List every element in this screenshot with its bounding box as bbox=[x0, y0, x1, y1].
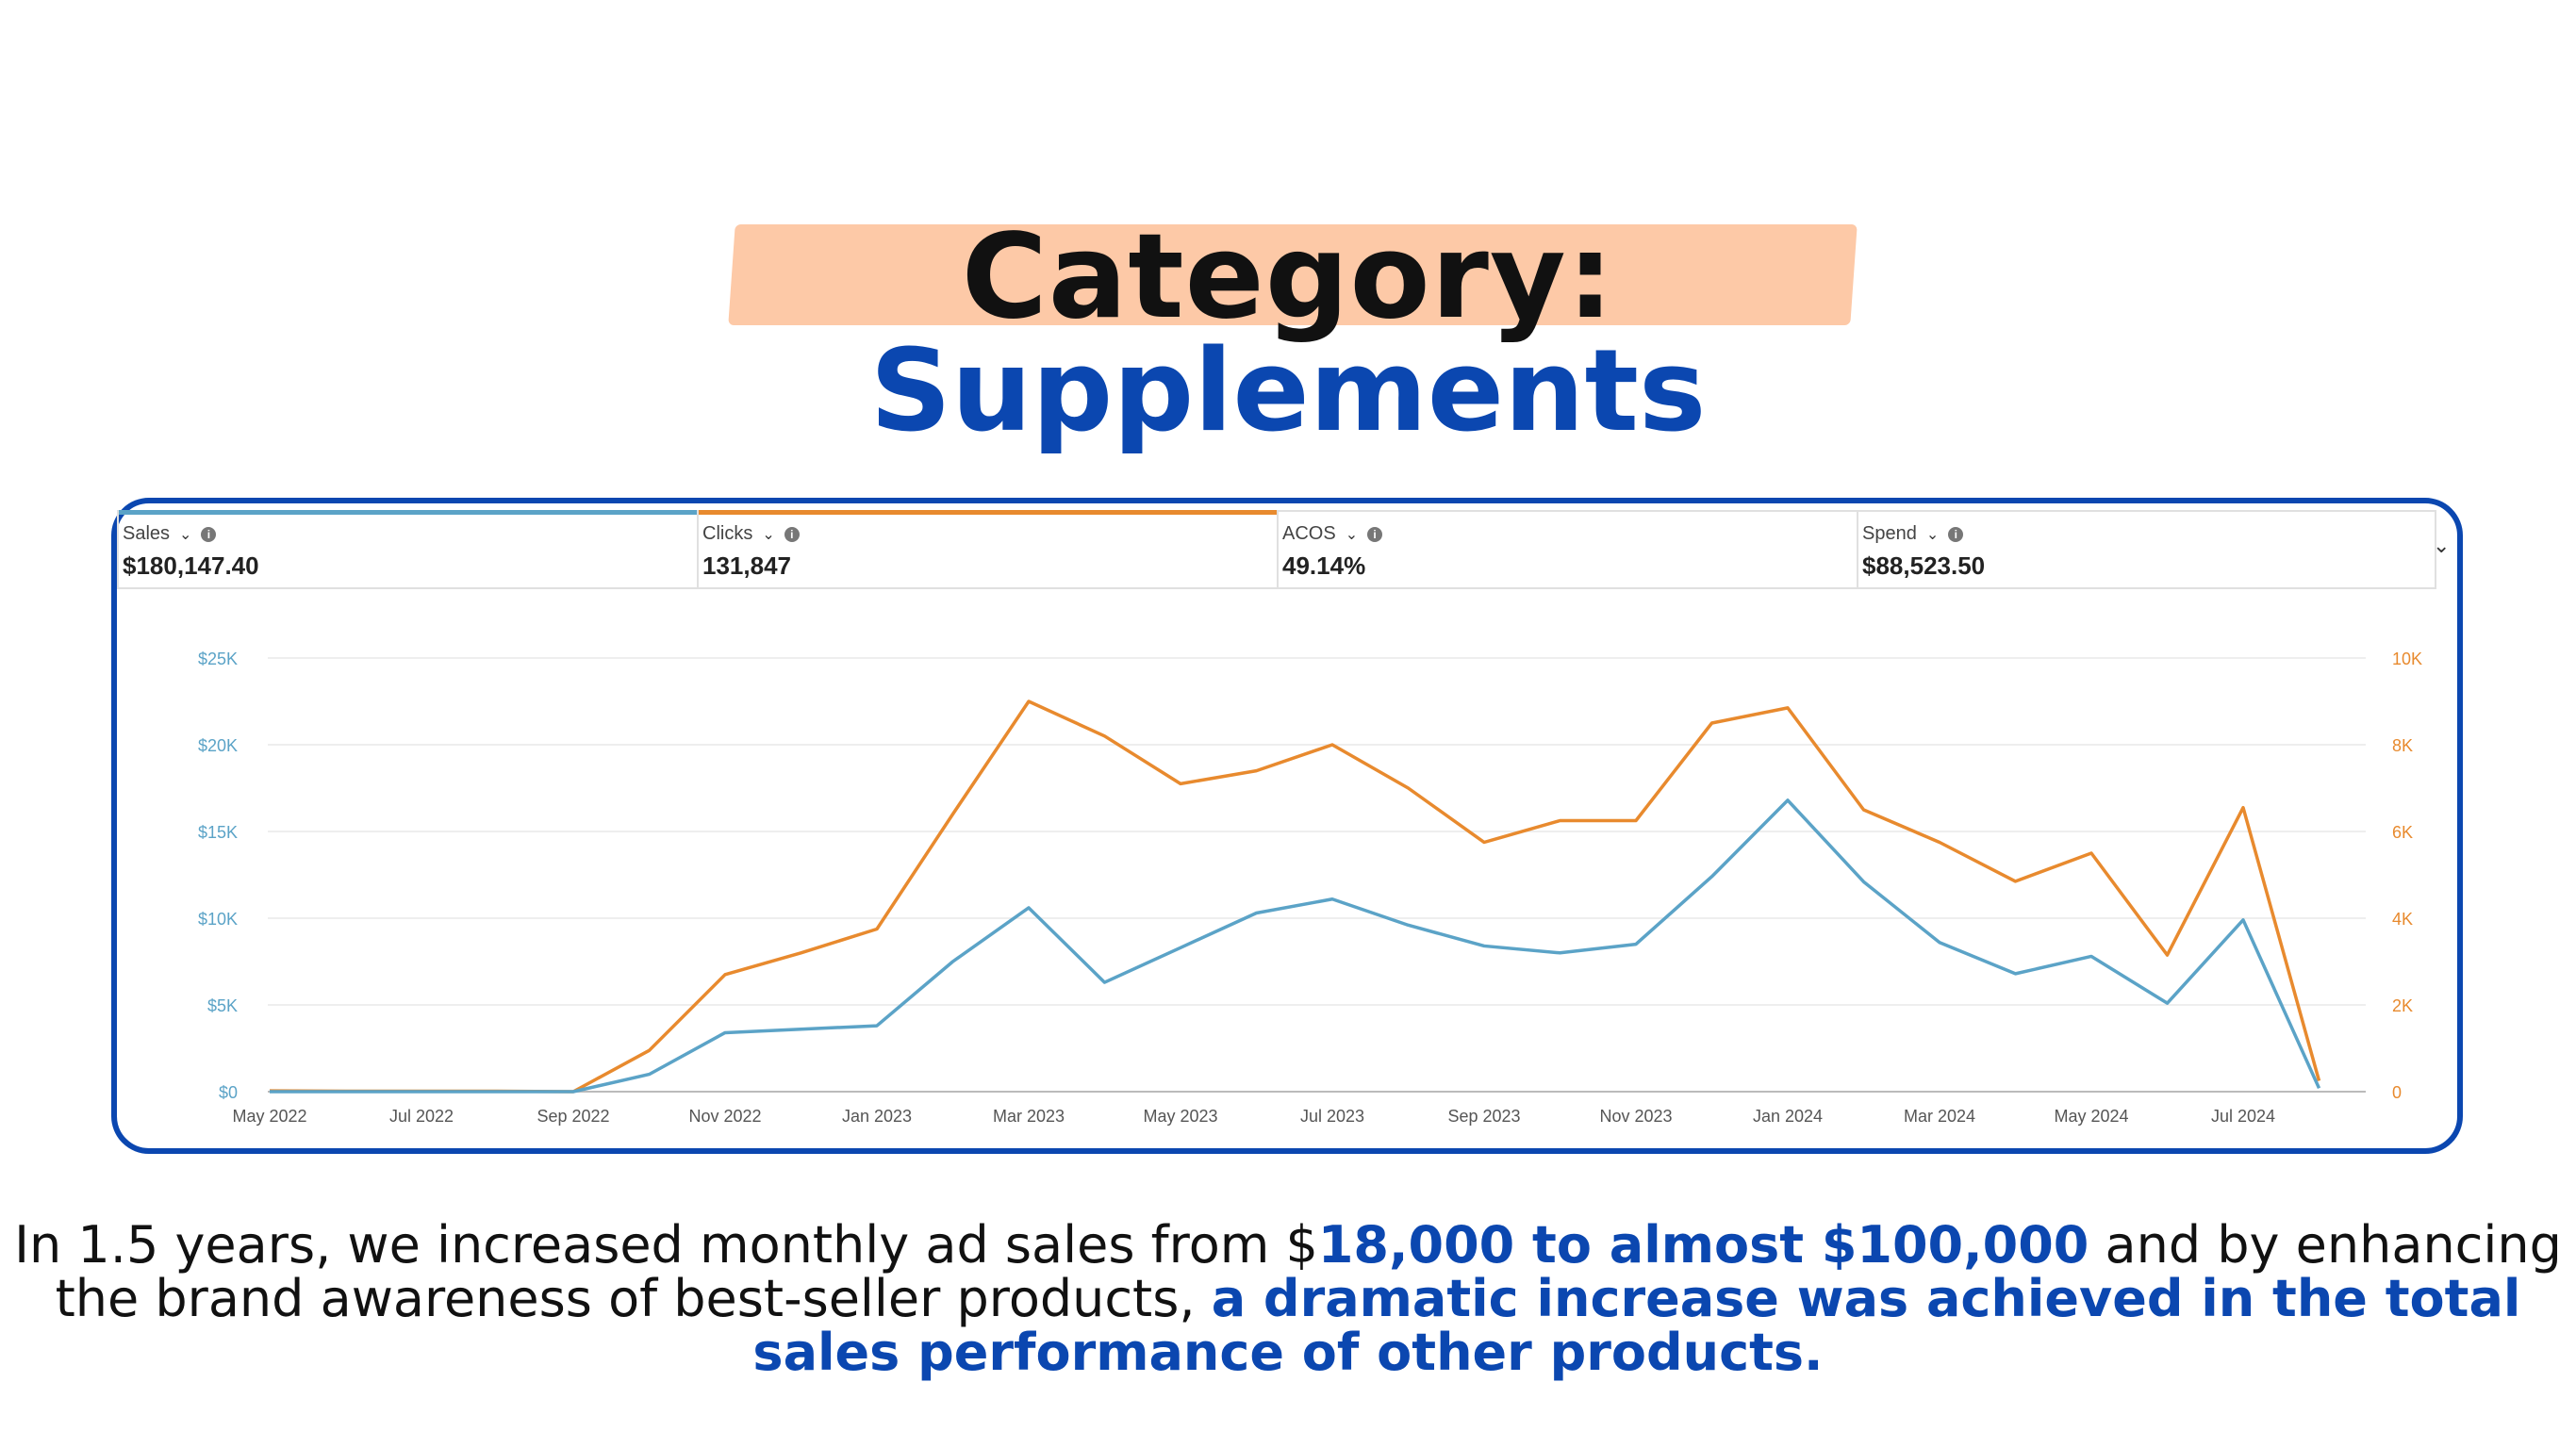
x-tick-label: Sep 2023 bbox=[1447, 1107, 1520, 1126]
info-icon[interactable]: i bbox=[1367, 526, 1383, 542]
metric-spend[interactable]: Spend ⌄ i $88,523.50 bbox=[1858, 512, 2438, 587]
y-left-tick-label: $10K bbox=[198, 910, 238, 929]
metric-spend-accent bbox=[1858, 510, 2438, 515]
chevron-down-icon[interactable]: ⌄ bbox=[1345, 526, 1359, 543]
page-subtitle: Supplements bbox=[869, 326, 1707, 457]
y-right-tick-label: 10K bbox=[2392, 650, 2422, 668]
x-tick-label: Mar 2023 bbox=[993, 1107, 1065, 1126]
x-tick-label: Jan 2024 bbox=[1753, 1107, 1823, 1126]
x-tick-label: May 2023 bbox=[1143, 1107, 1217, 1126]
x-tick-label: Mar 2024 bbox=[1904, 1107, 1975, 1126]
metric-bar: Sales ⌄ i $180,147.40 Clicks ⌄ i 131,847… bbox=[117, 510, 2436, 589]
y-right-tick-label: 6K bbox=[2392, 823, 2413, 842]
metric-sales-value: $180,147.40 bbox=[123, 551, 259, 580]
series-line-sales bbox=[270, 798, 2321, 1094]
y-left-tick-label: $25K bbox=[198, 650, 238, 668]
y-left-tick-label: $15K bbox=[198, 823, 238, 842]
x-tick-label: Jan 2023 bbox=[842, 1107, 912, 1126]
metric-clicks-value: 131,847 bbox=[702, 551, 791, 580]
caption-highlight-1: 18,000 to almost $100,000 bbox=[1317, 1215, 2089, 1275]
x-tick-label: Jul 2024 bbox=[2211, 1107, 2275, 1126]
x-tick-label: Nov 2022 bbox=[688, 1107, 761, 1126]
x-tick-label: Sep 2022 bbox=[537, 1107, 609, 1126]
metric-sales-label: Sales bbox=[123, 523, 171, 544]
metric-acos[interactable]: ACOS ⌄ i 49.14% bbox=[1279, 512, 1858, 587]
caption-text-1: In 1.5 years, we increased monthly ad sa… bbox=[14, 1215, 1318, 1275]
x-tick-label: Jul 2023 bbox=[1300, 1107, 1364, 1126]
metric-acos-accent bbox=[1279, 510, 1857, 515]
x-tick-label: May 2022 bbox=[232, 1107, 306, 1126]
y-right-tick-label: 4K bbox=[2392, 910, 2413, 929]
y-right-tick-label: 8K bbox=[2392, 736, 2413, 755]
caption-text-2: and by enhancing the brand awareness of … bbox=[55, 1215, 2562, 1328]
line-chart: $0 $5K $10K $15K $20K $25K 0 2K 4K 6K 8K 10K May 202… bbox=[198, 650, 2422, 1126]
x-tick-label: Nov 2023 bbox=[1599, 1107, 1672, 1126]
y-left-tick-label: $5K bbox=[207, 996, 238, 1015]
metric-spend-label: Spend bbox=[1862, 523, 1917, 544]
x-tick-label: Jul 2022 bbox=[389, 1107, 454, 1126]
chevron-down-icon[interactable]: ⌄ bbox=[179, 526, 192, 543]
y-right-tick-label: 0 bbox=[2392, 1083, 2402, 1102]
metric-spend-value: $88,523.50 bbox=[1862, 551, 1986, 580]
page-title: Category: bbox=[961, 209, 1615, 345]
chart-frame bbox=[111, 498, 2463, 1154]
y-left-tick-label: $0 bbox=[219, 1083, 238, 1102]
series-line-clicks bbox=[269, 699, 2321, 1094]
caption: In 1.5 years, we increased monthly ad sa… bbox=[0, 1218, 2576, 1379]
caption-highlight-2: a dramatic increase was achieved in the … bbox=[752, 1269, 2521, 1382]
metric-clicks-label: Clicks bbox=[702, 523, 753, 544]
info-icon[interactable]: i bbox=[784, 526, 800, 542]
chevron-down-icon[interactable]: ⌄ bbox=[1925, 526, 1940, 543]
y-left-tick-label: $20K bbox=[198, 736, 238, 755]
metric-acos-label: ACOS bbox=[1282, 523, 1336, 544]
metric-sales[interactable]: Sales ⌄ i $180,147.40 bbox=[119, 510, 699, 587]
info-icon[interactable]: i bbox=[201, 526, 217, 542]
metric-acos-value: 49.14% bbox=[1282, 551, 1366, 580]
chevron-down-icon[interactable]: ⌄ bbox=[762, 526, 775, 543]
x-tick-label: May 2024 bbox=[2054, 1107, 2128, 1126]
metric-sales-accent bbox=[119, 510, 697, 515]
metric-clicks[interactable]: Clicks ⌄ i 131,847 bbox=[699, 510, 1279, 587]
y-right-tick-label: 2K bbox=[2392, 996, 2413, 1015]
expand-chevron-icon[interactable]: ⌄ bbox=[2433, 534, 2451, 557]
info-icon[interactable]: i bbox=[1948, 526, 1964, 542]
metric-clicks-accent bbox=[699, 510, 1277, 515]
